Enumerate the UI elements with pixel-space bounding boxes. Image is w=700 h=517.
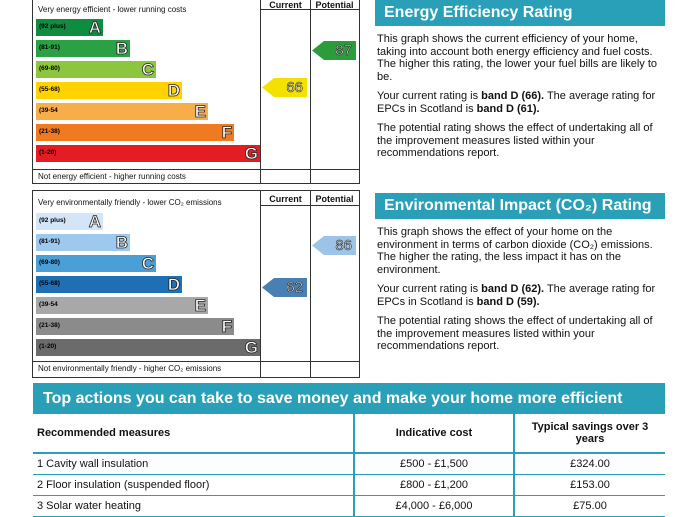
chart-bottom-label: Not energy efficient - higher running co…	[38, 172, 186, 181]
band-letter: C	[141, 254, 154, 274]
band-range-label: (81-91)	[39, 238, 60, 245]
table-row: 2 Floor insulation (suspended floor) £80…	[33, 474, 665, 496]
potential-rating-text: The potential rating shows the effect of…	[377, 122, 653, 159]
environmental-impact-panel: Environmental Impact (CO₂) Rating This g…	[375, 193, 665, 353]
band-letter: C	[141, 60, 154, 80]
environmental-impact-chart: Current Potential Very environmentally f…	[32, 190, 360, 378]
rating-band-b: (81-91) B	[36, 39, 130, 59]
recommendations-table: Recommended measures Indicative cost Typ…	[33, 414, 665, 517]
band-letter: F	[221, 317, 232, 337]
potential-rating-arrow: 86	[312, 236, 356, 255]
panel-title: Energy Efficiency Rating	[375, 0, 665, 26]
cost-cell: £800 - £1,200	[353, 474, 514, 496]
table-row: 3 Solar water heating £4,000 - £6,000 £7…	[33, 495, 665, 517]
band-letter: A	[88, 18, 101, 38]
energy-efficiency-chart: Current Potential Very energy efficient …	[32, 0, 360, 184]
rating-band-c: (69-80) C	[36, 60, 156, 80]
band-range-label: (92 plus)	[39, 217, 66, 224]
rating-band-f: (21-38) F	[36, 317, 234, 337]
rating-band-d: (55-68) D	[36, 275, 182, 295]
rating-band-b: (81-91) B	[36, 233, 130, 253]
cost-cell: £4,000 - £6,000	[353, 495, 514, 517]
table-header-row: Recommended measures Indicative cost Typ…	[33, 414, 665, 454]
panel-description: This graph shows the current efficiency …	[377, 33, 658, 83]
band-letter: E	[194, 102, 206, 122]
savings-cell: £153.00	[513, 474, 665, 496]
cost-cell: £500 - £1,500	[353, 453, 514, 475]
column-header: Recommended measures	[33, 414, 354, 454]
band-range-label: (55-68)	[39, 280, 60, 287]
current-rating-arrow: 62	[262, 278, 307, 297]
band-range-label: (69-80)	[39, 259, 60, 266]
band-range-label: (55-68)	[39, 86, 60, 93]
potential-column-header: Potential	[315, 0, 354, 10]
rating-band-e: (39-54 E	[36, 296, 208, 316]
current-rating-arrow: 66	[262, 78, 307, 97]
potential-rating-text: The potential rating shows the effect of…	[377, 315, 653, 352]
chart-top-label: Very environmentally friendly - lower CO…	[38, 198, 222, 207]
column-header: Typical savings over 3 years	[513, 414, 665, 454]
rating-band-c: (69-80) C	[36, 254, 156, 274]
band-range-label: (39-54	[39, 107, 58, 114]
rating-band-g: (1-20) G	[36, 338, 260, 358]
rating-band-a: (92 plus) A	[36, 212, 103, 232]
rating-band-f: (21-38) F	[36, 123, 234, 143]
band-range-label: (1-20)	[39, 343, 57, 350]
section-title: Top actions you can take to save money a…	[33, 383, 665, 414]
band-range-label: (81-91)	[39, 44, 60, 51]
column-header: Indicative cost	[353, 414, 514, 454]
band-letter: G	[244, 144, 258, 164]
rating-band-d: (55-68) D	[36, 81, 182, 101]
savings-cell: £324.00	[513, 453, 665, 475]
current-rating-text: Your current rating is band D (66). The …	[377, 90, 656, 115]
table-row: 1 Cavity wall insulation £500 - £1,500 £…	[33, 453, 665, 475]
potential-column-header: Potential	[315, 194, 354, 204]
band-letter: A	[88, 212, 101, 232]
chart-bottom-label: Not environmentally friendly - higher CO…	[38, 364, 222, 373]
rating-band-a: (92 plus) A	[36, 18, 103, 38]
band-letter: F	[221, 123, 232, 143]
measure-cell: 2 Floor insulation (suspended floor)	[33, 474, 354, 496]
band-range-label: (21-38)	[39, 128, 60, 135]
current-rating-text: Your current rating is band D (62). The …	[377, 283, 656, 308]
band-range-label: (39-54	[39, 301, 58, 308]
current-column-header: Current	[269, 0, 302, 10]
potential-rating-arrow: 87	[312, 41, 356, 60]
top-actions-section: Top actions you can take to save money a…	[33, 383, 665, 517]
panel-title: Environmental Impact (CO₂) Rating	[375, 193, 665, 219]
band-range-label: (21-38)	[39, 322, 60, 329]
band-letter: B	[115, 233, 128, 253]
chart-top-label: Very energy efficient - lower running co…	[38, 5, 187, 14]
band-range-label: (1-20)	[39, 149, 57, 156]
rating-band-e: (39-54 E	[36, 102, 208, 122]
energy-efficiency-panel: Energy Efficiency Rating This graph show…	[375, 0, 665, 160]
measure-cell: 1 Cavity wall insulation	[33, 453, 354, 475]
band-letter: B	[115, 39, 128, 59]
current-column-header: Current	[269, 194, 302, 204]
band-letter: E	[194, 296, 206, 316]
measure-cell: 3 Solar water heating	[33, 495, 354, 517]
band-range-label: (92 plus)	[39, 23, 66, 30]
band-letter: D	[167, 81, 180, 101]
band-range-label: (69-80)	[39, 65, 60, 72]
panel-description: This graph shows the effect of your home…	[377, 226, 653, 276]
band-letter: G	[244, 338, 258, 358]
savings-cell: £75.00	[513, 495, 665, 517]
rating-band-g: (1-20) G	[36, 144, 260, 164]
band-letter: D	[167, 275, 180, 295]
